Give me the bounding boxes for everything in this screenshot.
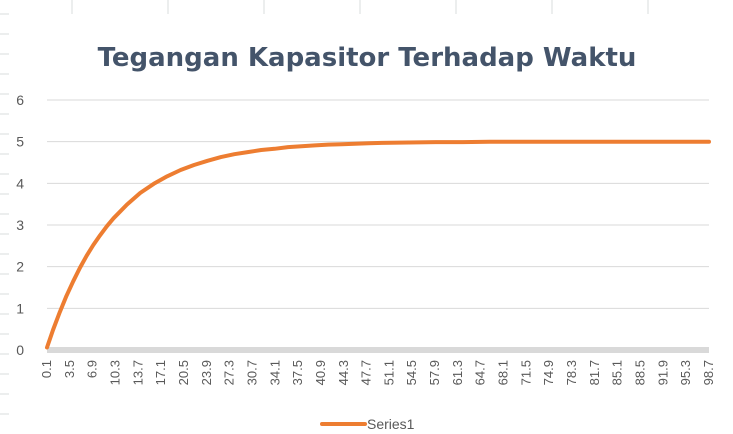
chart-area[interactable]: Tegangan Kapasitor Terhadap Waktu 0 1 2 3 4 5… — [9, 14, 733, 434]
x-tick-label: 23.9 — [199, 360, 214, 385]
x-tick-label: 91.9 — [655, 360, 670, 385]
x-tick-label: 64.7 — [473, 360, 488, 385]
x-tick-label: 74.9 — [541, 360, 556, 385]
x-tick-label: 44.3 — [336, 360, 351, 385]
y-tick-label: 3 — [16, 217, 24, 233]
y-tick-label: 6 — [16, 92, 24, 108]
x-axis-line — [47, 347, 709, 353]
x-tick-label: 68.1 — [496, 360, 511, 385]
x-tick-label: 40.9 — [313, 360, 328, 385]
chart-title: Tegangan Kapasitor Terhadap Waktu — [98, 43, 637, 73]
x-tick-label: 3.5 — [62, 360, 77, 378]
y-tick-label: 2 — [16, 259, 24, 275]
x-tick-label: 51.1 — [381, 360, 396, 385]
x-tick-label: 81.7 — [587, 360, 602, 385]
x-tick-label: 10.3 — [107, 360, 122, 385]
x-tick-label: 6.9 — [85, 360, 100, 378]
x-tick-label: 30.7 — [244, 360, 259, 385]
series-line-series1 — [45, 139, 711, 350]
y-tick-label: 1 — [16, 300, 24, 316]
x-tick-label: 57.9 — [427, 360, 442, 385]
gridlines — [47, 99, 709, 353]
legend: Series1 — [320, 416, 415, 432]
series-layer — [45, 139, 711, 350]
y-tick-label: 0 — [16, 342, 24, 358]
x-tick-label: 54.5 — [404, 360, 419, 385]
x-tick-label: 34.1 — [267, 360, 282, 385]
x-tick-label: 17.1 — [153, 360, 168, 385]
x-tick-label: 20.5 — [176, 360, 191, 385]
legend-label: Series1 — [367, 416, 415, 432]
x-tick-label: 78.3 — [564, 360, 579, 385]
x-tick-label: 61.3 — [450, 360, 465, 385]
x-tick-label: 37.5 — [290, 360, 305, 385]
x-tick-label: 88.5 — [633, 360, 648, 385]
x-tick-label: 71.5 — [518, 360, 533, 385]
x-tick-label: 95.3 — [678, 360, 693, 385]
y-tick-label: 5 — [16, 134, 24, 150]
x-tick-label: 0.1 — [39, 360, 54, 378]
y-axis-tick-labels: 0 1 2 3 4 5 6 — [16, 92, 24, 358]
x-tick-label: 98.7 — [701, 360, 716, 385]
line-chart: Tegangan Kapasitor Terhadap Waktu 0 1 2 3 4 5… — [16, 43, 716, 432]
x-axis-tick-labels: 0.1 3.5 6.9 10.3 13.7 17.1 20.5 23.9 27.3 30.7 34.… — [39, 360, 716, 385]
x-tick-label: 85.1 — [610, 360, 625, 385]
x-tick-label: 47.7 — [359, 360, 374, 385]
y-tick-label: 4 — [16, 175, 24, 191]
x-tick-label: 13.7 — [130, 360, 145, 385]
x-tick-label: 27.3 — [222, 360, 237, 385]
